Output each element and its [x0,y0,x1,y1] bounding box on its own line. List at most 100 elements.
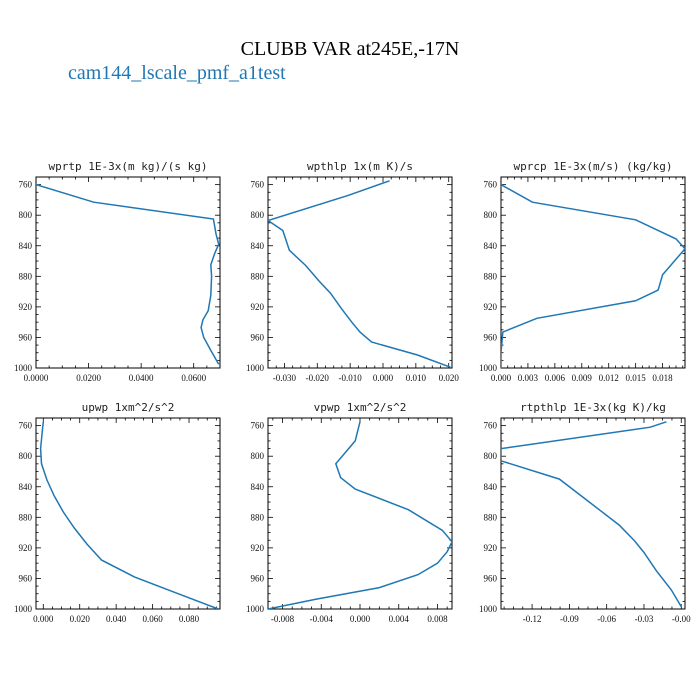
panel-1: wprtp 1E-3x(m kg)/(s kg) 760 800 840 880 920 9… [14,160,221,383]
y-tick-label: 920 [484,543,498,553]
y-tick-label: 800 [484,451,498,461]
y-tick-label: 880 [251,271,265,281]
y-tick-label: 800 [19,451,33,461]
plot-frame [35,176,221,369]
plot-frame [267,417,453,610]
x-tick-label: 0.006 [545,373,566,383]
plot-frame [500,176,686,369]
y-tick-label: 1000 [246,363,265,373]
y-tick-label: 1000 [479,363,498,373]
x-tick-label: 0.000 [373,373,394,383]
y-tick-label: 920 [251,543,265,553]
x-tick-label: -0.020 [306,373,330,383]
x-tick-label: 0.008 [427,614,448,624]
x-tick-label: 0.020 [70,614,91,624]
x-tick-label: 0.003 [518,373,539,383]
panel-4: upwp 1xm^2/s^2 760 800 840 880 920 960 10000.00… [14,401,221,624]
y-tick-label: 920 [484,302,498,312]
plot-frame [500,417,686,610]
y-tick-label: 920 [19,543,33,553]
y-tick-label: 760 [484,180,498,190]
y-tick-label: 920 [19,302,33,312]
y-tick-label: 840 [19,241,33,251]
x-tick-label: -0.004 [310,614,334,624]
y-tick-label: 960 [251,573,265,583]
x-tick-label: -0.06 [597,614,616,624]
x-tick-label: 0.080 [179,614,200,624]
x-tick-label: 0.020 [439,373,460,383]
y-tick-label: 760 [19,421,33,431]
y-tick-label: 920 [251,302,265,312]
y-tick-label: 880 [484,512,498,522]
y-tick-label: 880 [19,512,33,522]
series-line [268,421,452,609]
x-tick-label: 0.000 [33,614,54,624]
series-line [268,180,451,368]
series-line [39,421,219,609]
y-tick-label: 800 [484,210,498,220]
legend-entry: cam144_lscale_pmf_a1test [68,62,286,84]
x-tick-label: -0.008 [271,614,295,624]
x-tick-label: -0.12 [523,614,542,624]
y-tick-label: 760 [251,180,265,190]
x-tick-label: 0.015 [626,373,647,383]
x-tick-label: 0.010 [406,373,427,383]
x-tick-label: -0.030 [273,373,297,383]
y-tick-label: 840 [484,241,498,251]
y-tick-label: 760 [19,180,33,190]
x-tick-label: 0.000 [350,614,371,624]
y-tick-label: 960 [251,332,265,342]
y-tick-label: 880 [251,512,265,522]
x-tick-label: -0.03 [635,614,654,624]
y-tick-label: 960 [19,332,33,342]
figure-title: CLUBB VAR at245E,-17N [241,38,460,60]
x-tick-label: 0.004 [389,614,410,624]
panel-2: wpthlp 1x(m K)/s 760 800 840 880 920 960 1000 -0… [246,160,459,383]
x-tick-label: 0.000 [491,373,512,383]
y-tick-label: 800 [251,210,265,220]
y-tick-label: 840 [251,241,265,251]
y-tick-label: 960 [484,332,498,342]
x-tick-label: 0.0600 [181,373,206,383]
panel-3: wprcp 1E-3x(m/s) (kg/kg) 760 800 840 880 920 9… [479,160,686,383]
x-tick-label: 0.0400 [129,373,154,383]
series-line [501,183,685,368]
y-tick-label: 880 [19,271,33,281]
x-tick-label: -0.010 [339,373,363,383]
x-tick-label: -0.00 [672,614,691,624]
x-tick-label: 0.040 [106,614,127,624]
x-tick-label: -0.09 [560,614,579,624]
panel-title: wprcp 1E-3x(m/s) (kg/kg) [514,160,673,173]
y-tick-label: 960 [19,573,33,583]
x-tick-label: 0.018 [652,373,673,383]
y-tick-label: 760 [251,421,265,431]
y-tick-label: 760 [484,421,498,431]
panels: wprtp 1E-3x(m kg)/(s kg) 760 800 840 880 920 9… [14,160,691,624]
y-tick-label: 960 [484,573,498,583]
panel-title: wprtp 1E-3x(m kg)/(s kg) [49,160,208,173]
y-tick-label: 840 [251,482,265,492]
panel-title: wpthlp 1x(m K)/s [307,160,413,173]
panel-title: rtpthlp 1E-3x(kg K)/kg [520,401,666,414]
y-tick-label: 800 [251,451,265,461]
x-tick-label: 0.060 [142,614,163,624]
panel-5: vpwp 1xm^2/s^2 760 800 840 880 920 960 1000 -0.0… [246,401,453,624]
y-tick-label: 1000 [479,604,498,614]
panel-title: upwp 1xm^2/s^2 [82,401,175,414]
series-line [501,421,682,608]
x-tick-label: 0.009 [572,373,593,383]
x-tick-label: 0.012 [599,373,619,383]
y-tick-label: 840 [484,482,498,492]
plot-frame [35,417,221,610]
y-tick-label: 1000 [246,604,265,614]
panel-title: vpwp 1xm^2/s^2 [314,401,407,414]
panel-6: rtpthlp 1E-3x(kg K)/kg 760 800 840 880 920 960… [479,401,691,624]
y-tick-label: 1000 [14,604,33,614]
series-line [36,183,220,365]
x-tick-label: 0.0000 [24,373,49,383]
y-tick-label: 1000 [14,363,33,373]
y-tick-label: 880 [484,271,498,281]
y-tick-label: 840 [19,482,33,492]
plot-frame [267,176,453,369]
